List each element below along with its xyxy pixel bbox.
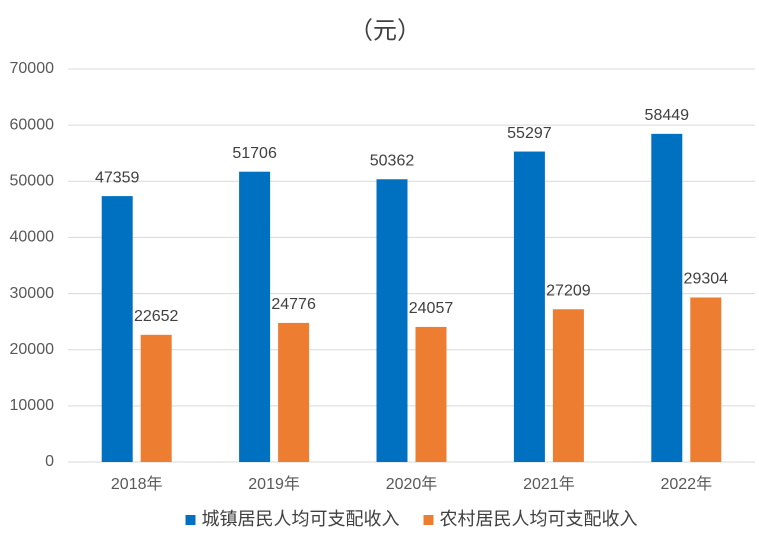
legend-label: 城镇居民人均可支配收入: [202, 509, 400, 529]
value-label: 22652: [134, 308, 179, 325]
y-tick-label: 50000: [10, 173, 55, 190]
bar: [239, 171, 271, 462]
value-label: 51706: [232, 145, 277, 162]
y-tick-label: 70000: [10, 60, 55, 77]
y-tick-label: 60000: [10, 116, 55, 133]
legend-label: 农村居民人均可支配收入: [440, 509, 638, 529]
bar: [101, 196, 133, 462]
value-label: 27209: [546, 282, 591, 299]
bar: [552, 309, 584, 462]
bar: [278, 322, 310, 462]
bar: [690, 297, 722, 462]
bar: [651, 133, 683, 462]
x-tick-label: 2018年: [111, 475, 163, 493]
legend-swatch: [185, 515, 196, 525]
value-label: 24057: [409, 300, 454, 317]
x-tick-label: 2019年: [248, 475, 300, 493]
y-tick-label: 10000: [10, 397, 55, 414]
x-tick-label: 2021年: [523, 475, 575, 493]
chart-title: （元）: [349, 17, 421, 44]
value-label: 29304: [684, 271, 729, 288]
bar: [376, 179, 408, 462]
y-tick-label: 0: [45, 453, 54, 470]
value-label: 47359: [95, 169, 140, 186]
x-tick-label: 2020年: [386, 475, 438, 493]
x-tick-label: 2022年: [660, 475, 712, 493]
bar: [513, 151, 545, 462]
bar: [140, 334, 172, 462]
y-tick-label: 40000: [10, 229, 55, 246]
y-tick-label: 20000: [10, 341, 55, 358]
y-tick-label: 30000: [10, 285, 55, 302]
legend-swatch: [423, 515, 434, 525]
value-label: 58449: [645, 107, 690, 124]
value-label: 55297: [507, 125, 552, 142]
bar: [415, 326, 447, 462]
value-label: 50362: [370, 152, 415, 169]
value-label: 24776: [271, 296, 316, 313]
